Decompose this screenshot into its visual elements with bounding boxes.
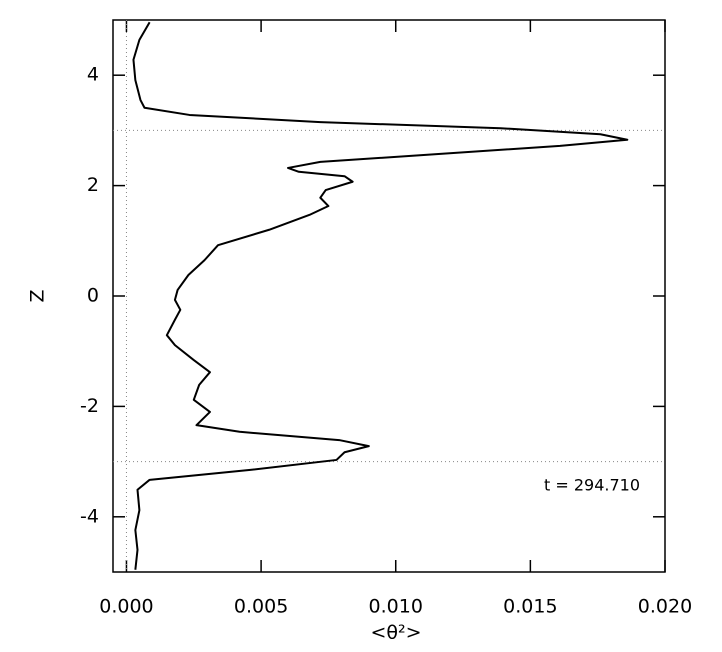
x-tick-label: 0.000 (99, 596, 153, 618)
x-tick-label: 0.010 (369, 596, 423, 618)
y-tick-label: -4 (80, 505, 99, 527)
y-axis-label: Z (27, 289, 49, 302)
y-tick-label: 0 (87, 285, 99, 307)
y-tick-label: 2 (87, 174, 99, 196)
x-axis-label: <θ²> (370, 622, 421, 644)
y-tick-label: 4 (87, 64, 99, 86)
x-tick-label: 0.015 (503, 596, 557, 618)
profile-line (132, 21, 629, 570)
x-tick-label: 0.005 (234, 596, 288, 618)
annotation: t = 294.710 (544, 476, 640, 495)
x-tick-label: 0.020 (638, 596, 692, 618)
y-tick-label: -2 (80, 395, 99, 417)
